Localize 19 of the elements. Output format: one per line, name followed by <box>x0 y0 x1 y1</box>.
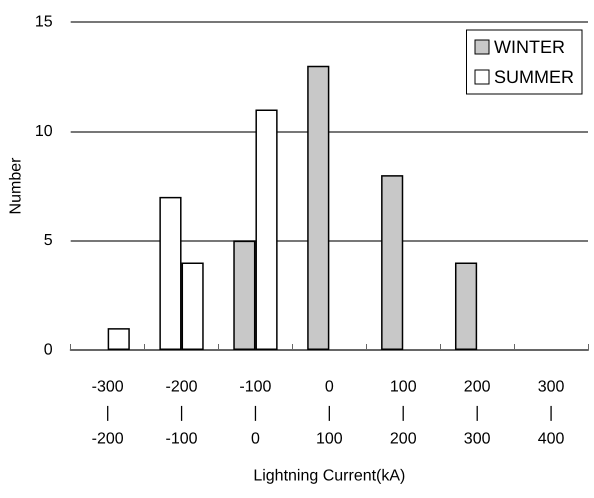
x-tick-label: 300 | 400 <box>538 378 564 448</box>
x-tick-label: 100 | 200 <box>390 378 417 448</box>
x-tick-label: -100 | 0 <box>239 378 272 448</box>
bar <box>381 175 404 350</box>
bar <box>108 328 130 350</box>
legend-label: SUMMER <box>494 67 574 87</box>
y-tick-label: 0 <box>44 342 53 358</box>
bar <box>454 262 478 350</box>
x-tick-label: 200 | 300 <box>464 378 491 448</box>
y-tick-label: 5 <box>44 232 53 250</box>
x-tick-label: 0 | 100 <box>316 378 343 448</box>
y-tick-label: 10 <box>34 122 53 140</box>
y-axis-title: Number <box>8 156 24 214</box>
x-tick-label: -300 | -200 <box>92 378 124 448</box>
x-tick-label: -200 | -100 <box>166 378 198 448</box>
y-tick-label: 15 <box>34 14 53 30</box>
legend-label: WINTER <box>494 37 565 57</box>
bar <box>307 66 330 350</box>
x-axis-title: Lightning Current(kA) <box>253 468 406 484</box>
